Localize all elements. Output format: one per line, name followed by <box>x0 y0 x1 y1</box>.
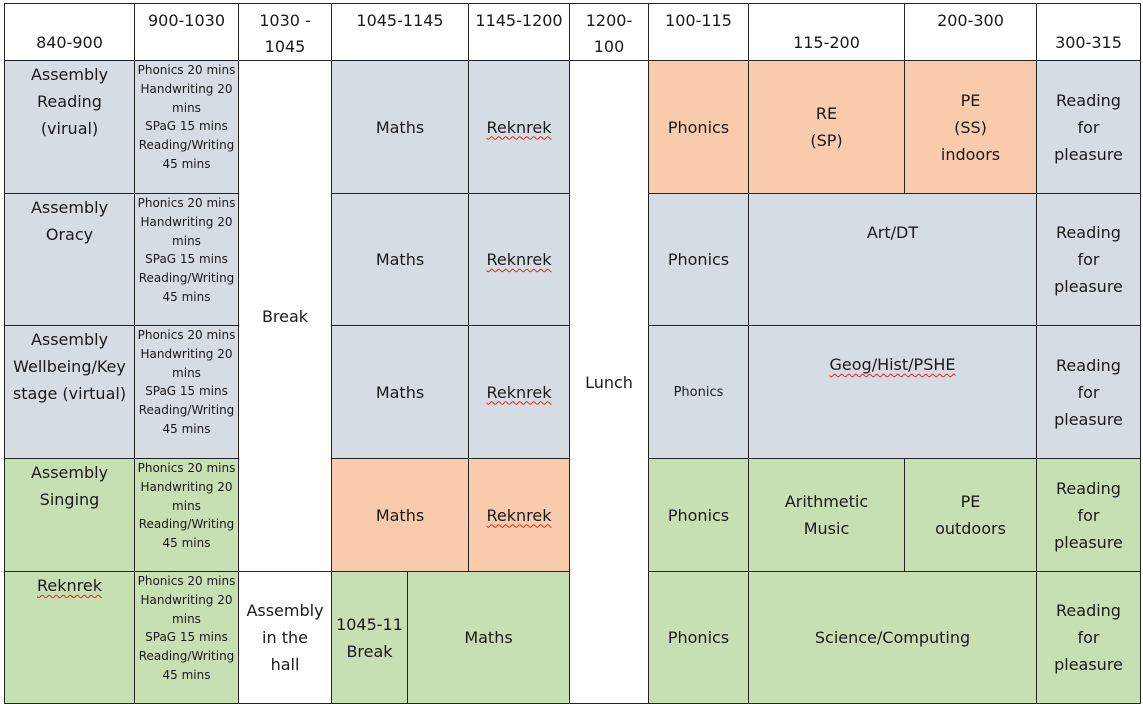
reknrek-cell: Reknrek <box>468 458 570 572</box>
header-row: 840-900 900-1030 1030 - 1045 1045-1145 1… <box>4 3 1141 61</box>
re-cell: RE (SP) <box>748 60 905 194</box>
table-row: Assembly Singing Phonics 20 mins Handwri… <box>4 458 1141 572</box>
reading-for-pleasure-cell: Reading for pleasure <box>1036 60 1141 194</box>
maths-cell: Maths <box>331 458 469 572</box>
header-1030-1045: 1030 - 1045 <box>238 3 332 61</box>
phonics-cell: Phonics <box>648 458 749 572</box>
geog-hist-pshe-text: Geog/Hist/PSHE <box>829 355 956 374</box>
phonics-cell: Phonics <box>648 571 749 704</box>
assembly-cell: Assembly Oracy <box>4 193 135 326</box>
maths-cell: Maths <box>407 571 570 704</box>
header-840-900: 840-900 <box>4 3 135 61</box>
phonics-cell: Phonics <box>648 60 749 194</box>
reknrek-text: Reknrek <box>486 505 552 525</box>
art-dt-cell: Art/DT <box>748 193 1037 326</box>
geog-hist-pshe-cell: Geog/Hist/PSHE <box>748 325 1037 459</box>
sessions-cell: Phonics 20 mins Handwriting 20 mins SPaG… <box>134 571 239 704</box>
assembly-text: Assembly Reading (virual) <box>30 65 109 138</box>
maths-cell: Maths <box>331 325 469 459</box>
header-115-200: 115-200 <box>748 3 905 61</box>
break-cell: Break <box>238 60 332 572</box>
assembly-hall-cell: Assembly in the hall <box>238 571 332 704</box>
sessions-cell: Phonics 20 mins Handwriting 20 mins SPaG… <box>134 193 239 326</box>
reading-for-pleasure-cell: Reading for pleasure <box>1036 325 1141 459</box>
timetable: 840-900 900-1030 1030 - 1045 1045-1145 1… <box>4 3 1141 704</box>
arithmetic-music-cell: Arithmetic Music <box>748 458 905 572</box>
reknrek-text: Reknrek <box>37 576 102 595</box>
pe-outdoors-cell: PE outdoors <box>904 458 1037 572</box>
maths-cell: Maths <box>331 193 469 326</box>
reading-for-pleasure-cell: Reading for pleasure <box>1036 458 1141 572</box>
pe-indoors-cell: PE (SS) indoors <box>904 60 1037 194</box>
header-1145-1200: 1145-1200 <box>468 3 570 61</box>
table-row: Reknrek Phonics 20 mins Handwriting 20 m… <box>4 571 1141 704</box>
assembly-cell: Assembly Singing <box>4 458 135 572</box>
table-row: Assembly Oracy Phonics 20 mins Handwriti… <box>4 193 1141 326</box>
short-break-cell: 1045-11 Break <box>331 571 408 704</box>
sessions-cell: Phonics 20 mins Handwriting 20 mins Read… <box>134 458 239 572</box>
header-200-300: 200-300 <box>904 3 1037 61</box>
header-1045-1145: 1045-1145 <box>331 3 469 61</box>
science-computing-cell: Science/Computing <box>748 571 1037 704</box>
reading-for-pleasure-cell: Reading for pleasure <box>1036 571 1141 704</box>
table-row: Assembly Reading (virual) Phonics 20 min… <box>4 60 1141 704</box>
header-100-115: 100-115 <box>648 3 749 61</box>
assembly-cell: Reknrek <box>4 571 135 704</box>
lunch-cell: Lunch <box>569 60 649 704</box>
assembly-cell: Assembly Reading (virual) <box>4 60 135 194</box>
assembly-cell: Assembly Wellbeing/Key stage (virtual) <box>4 325 135 459</box>
reknrek-cell: Reknrek <box>468 60 570 194</box>
sessions-cell: Phonics 20 mins Handwriting 20 mins SPaG… <box>134 60 239 194</box>
phonics-cell: Phonics <box>648 325 749 459</box>
header-900-1030: 900-1030 <box>134 3 239 61</box>
sessions-cell: Phonics 20 mins Handwriting 20 mins SPaG… <box>134 325 239 459</box>
reknrek-cell: Reknrek <box>468 325 570 459</box>
reknrek-text: Reknrek <box>486 382 552 402</box>
maths-cell: Maths <box>331 60 469 194</box>
reknrek-text: Reknrek <box>486 250 552 269</box>
reading-for-pleasure-cell: Reading for pleasure <box>1036 193 1141 326</box>
phonics-cell: Phonics <box>648 193 749 326</box>
table-row: Assembly Wellbeing/Key stage (virtual) P… <box>4 325 1141 459</box>
reknrek-cell: Reknrek <box>468 193 570 326</box>
header-300-315: 300-315 <box>1036 3 1141 61</box>
header-1200-100: 1200- 100 <box>569 3 649 61</box>
reknrek-text: Reknrek <box>486 117 552 137</box>
